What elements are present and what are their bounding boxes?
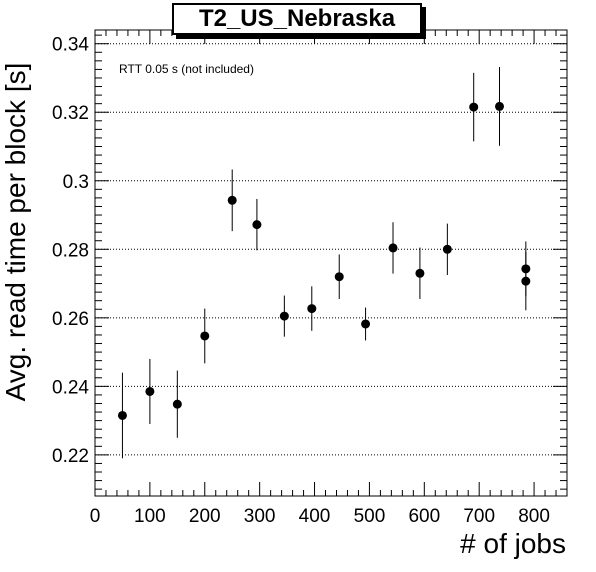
- x-tick-label: 300: [244, 506, 276, 527]
- y-tick-label: 0.3: [63, 172, 89, 193]
- data-point: [334, 272, 344, 282]
- y-tick-label: 0.26: [52, 309, 89, 330]
- data-point: [172, 399, 182, 409]
- data-point: [494, 101, 504, 111]
- x-tick-label: 800: [518, 506, 550, 527]
- y-tick-label: 0.34: [52, 35, 89, 56]
- data-point: [415, 268, 425, 278]
- plot-frame: [94, 29, 568, 497]
- axis-ticks: [94, 30, 568, 496]
- data-point: [307, 304, 317, 314]
- x-tick-label: 100: [134, 506, 166, 527]
- data-point: [442, 244, 452, 254]
- data-point: [521, 276, 531, 286]
- x-tick-label: 0: [90, 506, 101, 527]
- data-point: [200, 331, 210, 341]
- grid-lines: [95, 43, 567, 456]
- data-point: [227, 195, 237, 205]
- chart-annotation: RTT 0.05 s (not included): [119, 62, 254, 76]
- x-tick-labels: 0 100 200 300 400 500 600 700 800: [90, 506, 550, 527]
- data-point: [469, 102, 479, 112]
- y-tick-label: 0.32: [52, 103, 89, 124]
- y-tick-labels: 0.22 0.24 0.26 0.28 0.3 0.32 0.34: [52, 35, 89, 467]
- x-tick-label: 700: [463, 506, 495, 527]
- y-axis-label: Avg. read time per block [s]: [0, 62, 31, 402]
- y-tick-label: 0.24: [52, 377, 89, 398]
- x-tick-label: 200: [189, 506, 221, 527]
- data-point: [145, 386, 155, 396]
- data-point: [252, 220, 262, 230]
- data-point: [279, 311, 289, 321]
- data-point: [388, 243, 398, 253]
- data-point: [361, 319, 371, 329]
- x-tick-label: 400: [299, 506, 331, 527]
- x-tick-label: 500: [354, 506, 386, 527]
- data-point: [117, 410, 127, 420]
- data-points: [117, 67, 531, 459]
- x-axis-label: # of jobs: [460, 528, 566, 559]
- chart-title: T2_US_Nebraska: [172, 3, 422, 35]
- x-tick-label: 600: [408, 506, 440, 527]
- y-tick-label: 0.28: [52, 240, 89, 261]
- y-tick-label: 0.22: [52, 446, 89, 467]
